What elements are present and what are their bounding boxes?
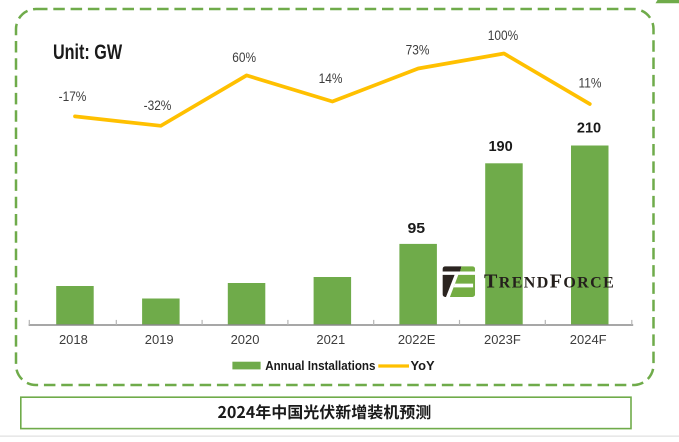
svg-text:2019: 2019 xyxy=(145,332,174,347)
svg-text:210: 210 xyxy=(577,120,601,136)
svg-text:YoY: YoY xyxy=(411,358,435,373)
svg-text:2018: 2018 xyxy=(59,332,88,347)
svg-text:73%: 73% xyxy=(406,42,430,58)
svg-text:11%: 11% xyxy=(579,74,602,90)
svg-text:190: 190 xyxy=(488,139,512,155)
svg-text:60%: 60% xyxy=(232,49,256,65)
svg-text:14%: 14% xyxy=(319,70,343,86)
svg-text:TRENDFORCE: TRENDFORCE xyxy=(484,271,615,293)
svg-text:100%: 100% xyxy=(488,27,519,43)
svg-text:2023F: 2023F xyxy=(484,332,521,347)
svg-text:2021: 2021 xyxy=(316,332,345,347)
svg-text:Unit: GW: Unit: GW xyxy=(53,40,122,64)
svg-text:-17%: -17% xyxy=(59,88,87,104)
svg-text:Annual Installations: Annual Installations xyxy=(265,358,375,373)
svg-text:-32%: -32% xyxy=(144,97,172,113)
svg-text:2024F: 2024F xyxy=(570,332,607,347)
svg-text:2020: 2020 xyxy=(231,332,260,347)
svg-text:95: 95 xyxy=(407,221,425,237)
svg-text:2022E: 2022E xyxy=(398,332,436,347)
